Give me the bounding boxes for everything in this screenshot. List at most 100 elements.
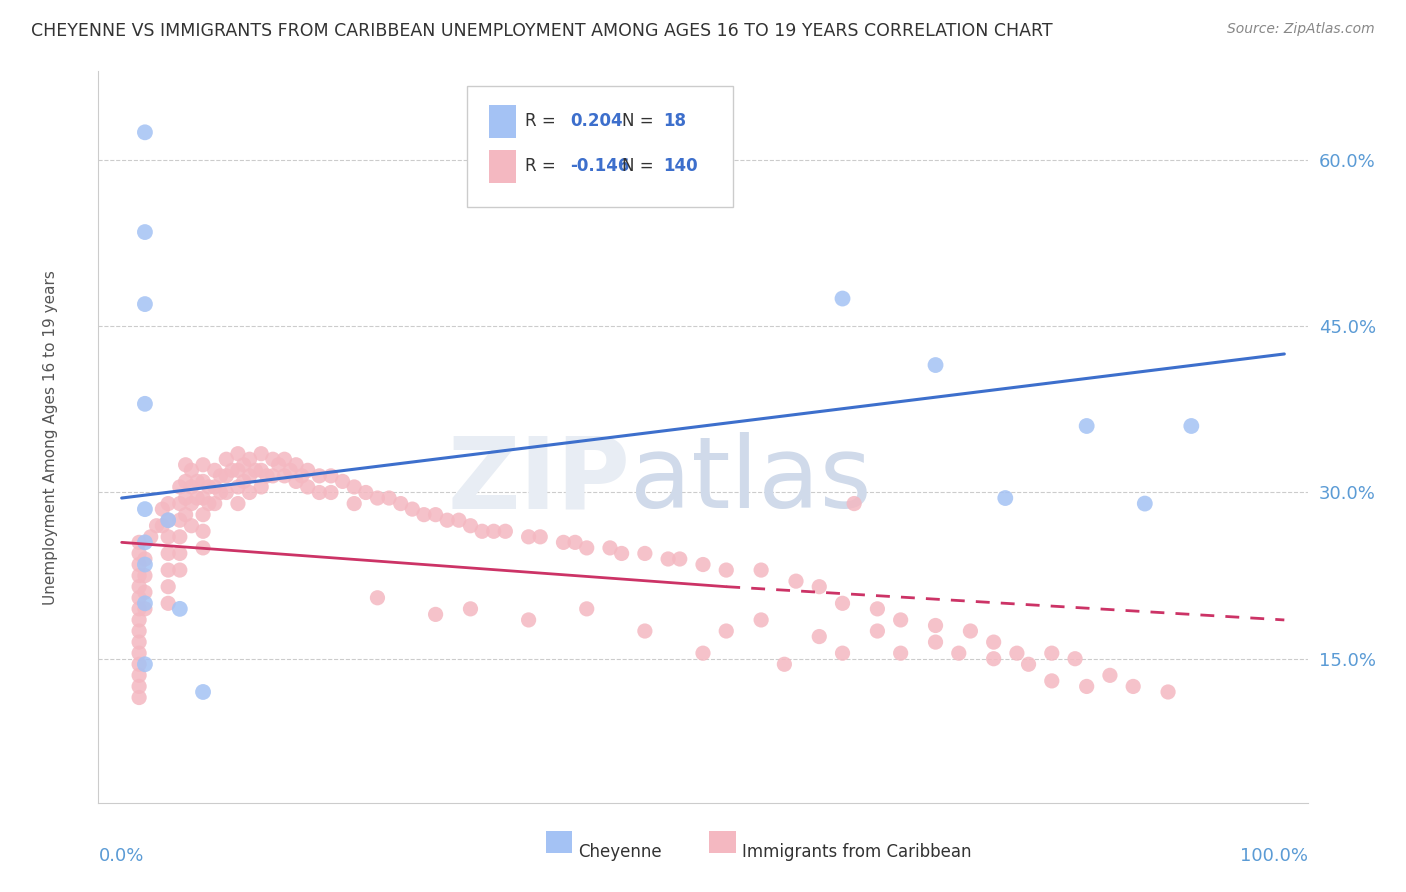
Point [924,618,946,632]
Point [134,568,156,582]
Point [134,502,156,516]
Text: CHEYENNE VS IMMIGRANTS FROM CARIBBEAN UNEMPLOYMENT AMONG AGES 16 TO 19 YEARS COR: CHEYENNE VS IMMIGRANTS FROM CARIBBEAN UN… [31,22,1053,40]
Text: Source: ZipAtlas.com: Source: ZipAtlas.com [1227,22,1375,37]
Point [180,497,202,511]
Point [134,125,156,139]
Point [239,452,262,467]
Point [291,468,314,483]
Point [297,480,319,494]
Point [191,491,214,505]
Point [319,468,342,483]
Point [221,463,243,477]
FancyBboxPatch shape [709,830,735,853]
Point [343,480,366,494]
Point [157,530,180,544]
Point [447,513,470,527]
Point [128,535,150,549]
Point [250,463,273,477]
Point [831,596,853,610]
Point [191,475,214,489]
Point [460,518,482,533]
Point [134,602,156,616]
Point [692,646,714,660]
Point [250,447,273,461]
Point [198,497,221,511]
Point [471,524,494,539]
Point [831,292,853,306]
Point [145,518,167,533]
Point [128,568,150,582]
Point [378,491,401,505]
Point [215,485,238,500]
Point [134,596,156,610]
Point [575,602,598,616]
Point [297,463,319,477]
Point [134,657,156,672]
Text: Immigrants from Caribbean: Immigrants from Caribbean [742,843,972,861]
Point [1122,680,1144,694]
Point [890,646,912,660]
Point [128,690,150,705]
Point [267,458,290,472]
Point [169,602,191,616]
Point [575,541,598,555]
Point [1098,668,1121,682]
Point [831,646,853,660]
Point [773,657,796,672]
Point [134,558,156,572]
Point [157,563,180,577]
Text: 140: 140 [664,158,697,176]
Point [332,475,354,489]
Point [256,468,278,483]
Point [785,574,807,589]
Point [436,513,458,527]
Point [890,613,912,627]
Point [128,657,150,672]
Point [157,546,180,560]
Point [226,463,249,477]
Point [866,602,889,616]
Point [245,463,267,477]
Point [285,458,308,472]
Point [186,491,208,505]
Point [134,585,156,599]
Point [128,635,150,649]
Point [128,602,150,616]
Point [169,530,191,544]
Point [134,397,156,411]
Point [285,475,308,489]
FancyBboxPatch shape [489,104,516,137]
Point [180,463,202,477]
Point [128,591,150,605]
Point [134,297,156,311]
Point [460,602,482,616]
Point [128,668,150,682]
Point [128,646,150,660]
Point [273,452,295,467]
Point [1040,646,1063,660]
Text: R =: R = [526,112,561,130]
Point [866,624,889,638]
Point [215,468,238,483]
Point [749,563,772,577]
Point [425,508,447,522]
Point [128,624,150,638]
Point [319,485,342,500]
Point [1076,419,1098,434]
FancyBboxPatch shape [489,150,516,183]
Point [959,624,981,638]
Point [716,624,738,638]
Point [150,518,173,533]
Point [186,475,208,489]
Point [128,558,150,572]
Point [150,502,173,516]
Point [232,475,254,489]
Point [128,546,150,560]
Point [366,491,388,505]
Point [128,613,150,627]
Point [204,463,226,477]
Point [174,475,197,489]
Text: Cheyenne: Cheyenne [578,843,662,861]
Point [169,513,191,527]
FancyBboxPatch shape [546,830,572,853]
